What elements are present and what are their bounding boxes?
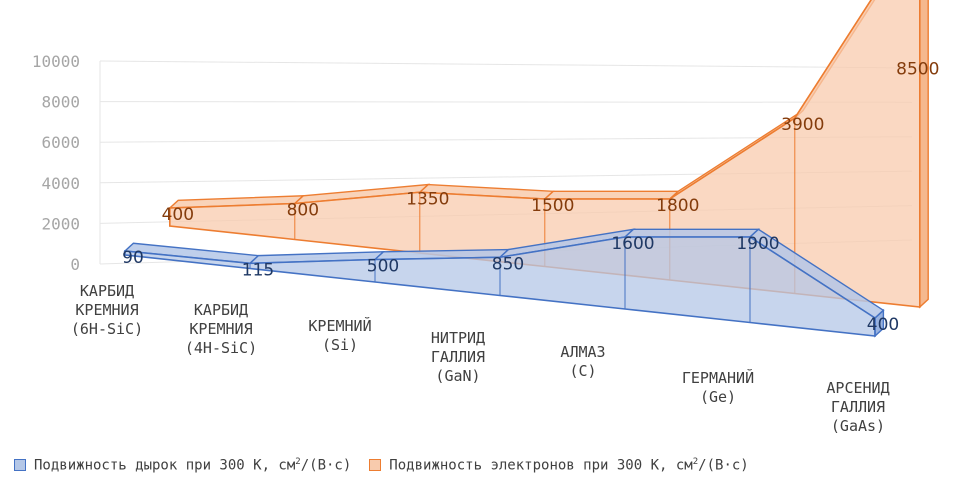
y-tick-label: 2000 [41, 214, 80, 233]
legend-label-holes: Подвижность дырок при 300 К, см2/(В·с) [34, 457, 352, 474]
legend-label-electrons: Подвижность электронов при 300 К, см2/(В… [389, 457, 749, 474]
legend-item-holes[interactable]: Подвижность дырок при 300 К, см2/(В·с) [14, 457, 351, 474]
gridline [99, 60, 913, 69]
legend-swatch-holes [14, 459, 26, 472]
category-label: АРСЕНИД ГАЛЛИЯ (GaAs) [826, 379, 889, 435]
holes-data-label: 1600 [611, 234, 654, 254]
electrons-data-label: 1800 [656, 196, 699, 216]
y-tick-label: 6000 [41, 133, 80, 152]
y-tick-label: 10000 [32, 52, 80, 71]
legend-item-electrons[interactable]: Подвижность электронов при 300 К, см2/(В… [369, 457, 749, 474]
y-tick-label: 4000 [41, 174, 80, 193]
holes-data-label: 90 [122, 248, 144, 268]
holes-data-label: 850 [492, 254, 524, 274]
y-axis-ticks: 0 2000 4000 6000 8000 10000 [32, 52, 80, 274]
holes-data-label: 500 [367, 257, 399, 277]
electrons-data-label: 3900 [781, 115, 824, 135]
electrons-data-label: 400 [162, 205, 194, 225]
data-labels: 400 800 1350 1500 1800 3900 8500 90 115 500 850 160… [122, 60, 939, 336]
category-label: ГЕРМАНИЙ (Ge) [682, 368, 754, 406]
series-holes [123, 228, 885, 338]
legend: Подвижность дырок при 300 К, см2/(В·с) П… [14, 457, 749, 474]
gridline [99, 101, 913, 103]
electrons-end-cap [919, 0, 929, 309]
electrons-data-label: 1500 [531, 196, 574, 216]
category-label: КРЕМНИЙ (Si) [308, 316, 371, 354]
category-label: КАРБИД КРЕМНИЯ (6H-SiC) [71, 282, 143, 338]
holes-data-label: 115 [242, 260, 274, 280]
electrons-data-label: 1350 [406, 189, 449, 209]
electrons-data-label: 8500 [896, 60, 939, 80]
y-tick-label: 0 [70, 255, 80, 274]
category-label: КАРБИД КРЕМНИЯ (4H-SiC) [185, 301, 257, 357]
holes-data-label: 1900 [736, 234, 779, 254]
category-labels: КАРБИД КРЕМНИЯ (6H-SiC) КАРБИД КРЕМНИЯ (4H-Si… [71, 282, 890, 435]
holes-end-cap [874, 308, 885, 338]
category-label: НИТРИД ГАЛЛИЯ (GaN) [431, 329, 485, 385]
y-tick-label: 8000 [41, 93, 80, 112]
category-label: АЛМАЗ (C) [560, 343, 605, 380]
electrons-data-label: 800 [287, 201, 319, 221]
holes-data-label: 400 [867, 315, 899, 335]
legend-swatch-electrons [369, 459, 382, 472]
